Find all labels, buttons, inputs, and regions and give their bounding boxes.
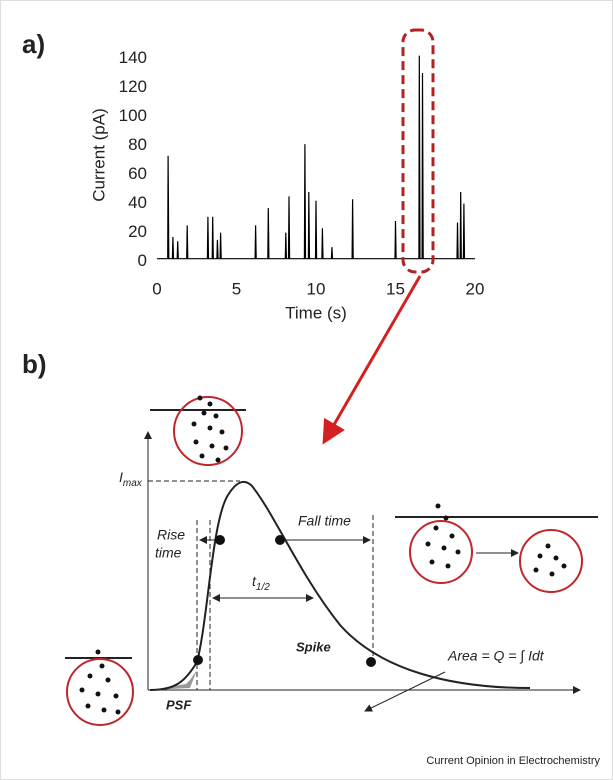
- imax-label: Imax: [119, 469, 143, 489]
- spike-label: Spike: [296, 639, 331, 654]
- y-tick-label: 140: [119, 48, 147, 67]
- rise-label: time: [155, 545, 182, 561]
- y-tick-label: 0: [138, 251, 147, 270]
- x-tick-label: 10: [307, 279, 326, 298]
- arrow: [364, 671, 446, 712]
- panel-label: a): [22, 29, 45, 59]
- highlight-box: [401, 28, 435, 274]
- trace: [157, 55, 475, 260]
- y-axis-label: Current (pA): [89, 108, 108, 202]
- x-tick-label: 20: [466, 279, 485, 298]
- y-tick-label: 120: [119, 77, 147, 96]
- x-tick-label: 15: [386, 279, 405, 298]
- y-tick-label: 20: [128, 222, 147, 241]
- trace-chart: 0 20 40 60 80 100 120 140 0 5 10 15 20 Time (s) Curren…: [89, 48, 484, 322]
- spike-diagram: [65, 395, 598, 726]
- psf-area: [150, 670, 197, 690]
- y-tick-label: 40: [128, 193, 147, 212]
- y-tick-label: 80: [128, 135, 147, 154]
- rise-label: Rise: [157, 527, 185, 543]
- x-tick-label: 5: [232, 279, 241, 298]
- y-tick-label: 60: [128, 164, 147, 183]
- t-half-label: t1/2: [252, 573, 270, 593]
- credit: Current Opinion in Electrochemistry: [426, 755, 600, 767]
- imax-subscript: max: [123, 478, 143, 489]
- x-axis-label: Time (s): [285, 303, 347, 322]
- area-label: Area = Q = ∫ Idt: [447, 648, 545, 665]
- x-tick-label: 0: [152, 279, 161, 298]
- t-subscript: 1/2: [256, 582, 270, 593]
- t-symbol: t: [252, 573, 257, 589]
- panel-label: b): [22, 349, 47, 379]
- fall-label: Fall time: [298, 513, 351, 529]
- zoom-arrow: [322, 275, 422, 445]
- psf-label: PSF: [166, 697, 192, 712]
- y-tick-label: 100: [119, 106, 147, 125]
- imax-symbol: I: [119, 469, 123, 485]
